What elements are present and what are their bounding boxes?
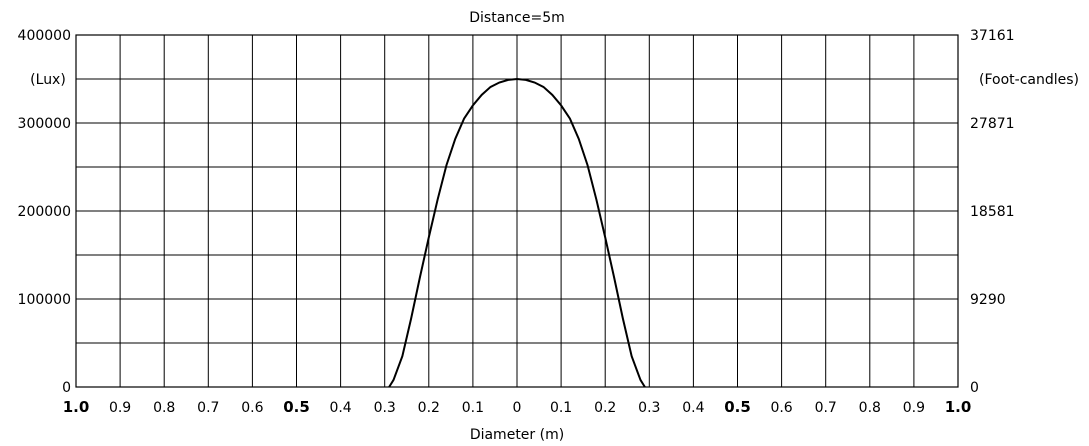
right-tick-label: 9290: [970, 292, 1006, 308]
x-tick-label: 0.5: [724, 398, 751, 416]
x-tick-label: 0.7: [197, 400, 219, 416]
x-tick-label: 0.2: [418, 400, 440, 416]
illuminance-curve: [388, 77, 646, 388]
chart-title: Distance=5m: [469, 10, 565, 26]
x-tick-label: 0.9: [109, 400, 131, 416]
x-tick-label: 0.8: [153, 400, 175, 416]
x-tick-label: 0.9: [903, 400, 925, 416]
x-tick-label: 1.0: [63, 398, 90, 416]
right-tick-labels: 0 9290 18581 27871 37161: [970, 28, 1015, 396]
plot-frame: [75, 34, 959, 388]
right-tick-label: 0: [970, 380, 979, 396]
x-tick-label: 0: [513, 400, 522, 416]
left-axis-label: (Lux): [30, 72, 66, 88]
left-tick-label: 400000: [18, 28, 71, 44]
x-tick-label: 0.1: [550, 400, 572, 416]
right-axis-label: (Foot-candles): [979, 72, 1079, 88]
left-tick-label: 200000: [18, 204, 71, 220]
left-tick-label: 0: [62, 380, 71, 396]
right-tick-label: 18581: [970, 204, 1015, 220]
left-tick-labels: 0 100000 200000 300000 400000: [18, 28, 71, 396]
left-tick-label: 100000: [18, 292, 71, 308]
x-tick-label: 1.0: [945, 398, 972, 416]
x-tick-label: 0.4: [682, 400, 704, 416]
x-tick-label: 0.6: [770, 400, 792, 416]
x-tick-label: 0.7: [815, 400, 837, 416]
x-tick-label: 0.4: [329, 400, 351, 416]
x-tick-label: 0.3: [638, 400, 660, 416]
x-tick-label: 0.5: [283, 398, 310, 416]
x-tick-label: 0.8: [859, 400, 881, 416]
x-tick-label: 0.3: [374, 400, 396, 416]
x-tick-label: 0.6: [241, 400, 263, 416]
right-tick-label: 37161: [970, 28, 1015, 44]
left-tick-label: 300000: [18, 116, 71, 132]
x-tick-label: 0.1: [462, 400, 484, 416]
x-tick-labels: 1.0 0.9 0.8 0.7 0.6 0.5 0.4 0.3 0.2 0.1 0 0.1 0.2 0.3…: [63, 398, 972, 416]
x-tick-label: 0.2: [594, 400, 616, 416]
chart-grid: [76, 35, 958, 387]
right-tick-label: 27871: [970, 116, 1015, 132]
x-axis-label: Diameter (m): [470, 427, 564, 443]
